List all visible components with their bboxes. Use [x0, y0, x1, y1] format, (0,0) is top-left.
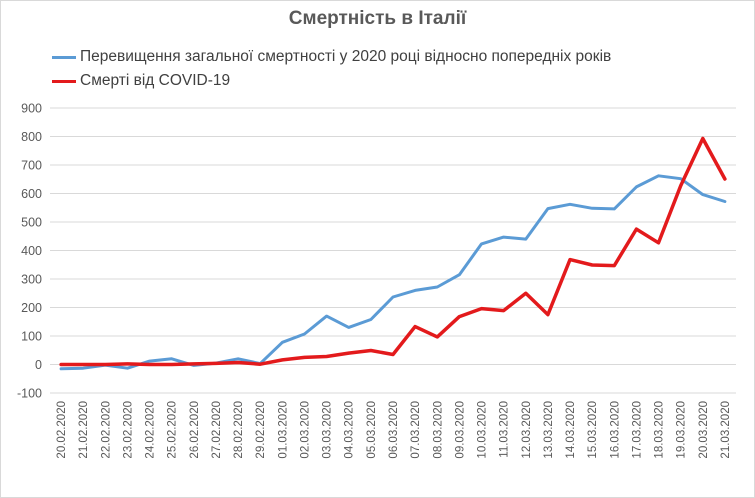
y-tick-label: 100: [21, 330, 42, 344]
series-line-1: [59, 136, 727, 367]
y-tick-label: -100: [17, 387, 42, 401]
y-tick-label: 200: [21, 301, 42, 315]
x-tick-label: 25.02.2020: [167, 401, 179, 459]
x-tick-label: 17.03.2020: [631, 401, 643, 459]
x-tick-label: 16.03.2020: [609, 401, 621, 459]
x-tick-label: 21.03.2020: [720, 401, 732, 459]
x-tick-label: 02.03.2020: [299, 401, 311, 459]
x-tick-label: 20.02.2020: [56, 401, 68, 459]
chart-title: Смертність в Італії: [288, 8, 467, 29]
x-tick-label: 11.03.2020: [499, 401, 511, 458]
y-tick-label: 400: [21, 244, 42, 258]
x-tick-label: 28.02.2020: [233, 401, 245, 459]
x-tick-label: 26.02.2020: [189, 401, 201, 459]
y-tick-label: 900: [21, 102, 42, 116]
y-tick-label: 800: [21, 130, 42, 144]
legend-item-excess-mortality: Перевищення загальної смертності у 2020 …: [52, 45, 611, 69]
legend-item-covid-deaths: Смерті від COVID-19: [52, 69, 611, 93]
y-tick-label: 0: [35, 358, 42, 372]
x-tick-label: 09.03.2020: [454, 401, 466, 459]
x-tick-label: 06.03.2020: [388, 401, 400, 459]
x-tick-label: 29.02.2020: [255, 401, 267, 459]
legend-swatch-excess-mortality: [52, 55, 76, 59]
x-tick-label: 22.02.2020: [100, 401, 112, 459]
legend-swatch-covid-deaths: [52, 79, 76, 83]
x-tick-label: 23.02.2020: [122, 401, 134, 459]
x-tick-label: 04.03.2020: [344, 401, 356, 459]
chart-legend: Перевищення загальної смертності у 2020 …: [52, 45, 611, 93]
y-tick-label: 700: [21, 159, 42, 173]
x-tick-label: 15.03.2020: [587, 401, 599, 459]
x-tick-label: 19.03.2020: [676, 401, 688, 459]
x-tick-label: 24.02.2020: [145, 401, 157, 459]
y-tick-label: 500: [21, 216, 42, 230]
x-tick-label: 21.02.2020: [78, 401, 90, 459]
x-tick-label: 01.03.2020: [277, 401, 289, 459]
series-line-0: [59, 174, 727, 371]
x-tick-label: 20.03.2020: [698, 401, 710, 459]
x-tick-label: 07.03.2020: [410, 401, 422, 459]
y-tick-label: 300: [21, 273, 42, 287]
legend-label-excess-mortality: Перевищення загальної смертності у 2020 …: [80, 48, 612, 65]
x-tick-label: 13.03.2020: [543, 401, 555, 459]
legend-label-covid-deaths: Смерті від COVID-19: [80, 72, 231, 89]
x-tick-label: 18.03.2020: [654, 401, 666, 459]
x-tick-label: 08.03.2020: [432, 401, 444, 459]
x-tick-label: 05.03.2020: [366, 401, 378, 459]
y-tick-label: 600: [21, 187, 42, 201]
x-tick-label: 03.03.2020: [322, 401, 334, 459]
x-tick-label: 27.02.2020: [211, 401, 223, 459]
x-tick-label: 10.03.2020: [477, 401, 489, 459]
x-tick-label: 14.03.2020: [565, 401, 577, 459]
x-tick-label: 12.03.2020: [521, 401, 533, 459]
